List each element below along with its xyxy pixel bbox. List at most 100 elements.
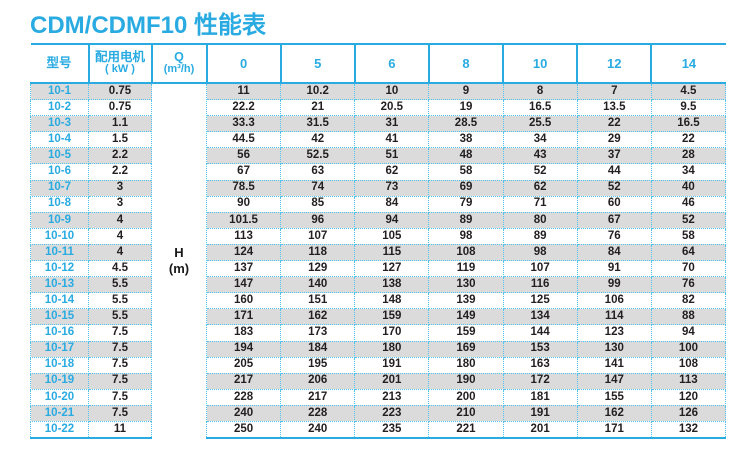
head-value-cell: 85 <box>280 195 356 213</box>
head-value-cell: 134 <box>502 308 578 326</box>
head-value-cell: 107 <box>502 260 578 278</box>
head-value-cell: 96 <box>280 211 356 229</box>
head-value-cell: 132 <box>650 420 727 440</box>
head-value-cell: 52 <box>576 179 652 197</box>
model-cell: 10-2 <box>30 99 89 117</box>
head-value-cell: 172 <box>502 372 578 390</box>
motor-power-cell: 0.75 <box>88 82 152 101</box>
head-value-cell: 240 <box>280 420 356 440</box>
head-value-cell: 22.2 <box>205 99 282 117</box>
motor-power-cell: 4 <box>88 211 152 229</box>
table-row: 10-9 4 101.5 96 94 89 80 67 52 <box>30 211 727 229</box>
head-value-cell: 201 <box>502 420 578 440</box>
head-value-cell: 62 <box>354 163 430 181</box>
head-value-cell: 147 <box>205 276 282 294</box>
head-value-cell: 70 <box>650 260 727 278</box>
model-cell: 10-5 <box>30 147 89 165</box>
head-value-cell: 62 <box>502 179 578 197</box>
head-value-cell: 58 <box>428 163 504 181</box>
head-value-cell: 149 <box>428 308 504 326</box>
head-value-cell: 130 <box>576 340 652 358</box>
head-value-cell: 84 <box>354 195 430 213</box>
head-value-cell: 94 <box>354 211 430 229</box>
motor-power-cell: 7.5 <box>88 356 152 374</box>
head-value-cell: 124 <box>205 243 282 262</box>
table-row: 10-17 7.5 194 184 180 169 153 130 100 <box>30 340 727 358</box>
head-unit-label: H <box>174 244 184 260</box>
head-value-cell: 25.5 <box>502 115 578 133</box>
head-value-cell: 138 <box>354 276 430 294</box>
table-row: 10-4 1.5 44.5 42 41 38 34 29 22 <box>30 131 727 149</box>
table-row: 10-15 5.5 171 162 159 149 134 114 88 <box>30 308 727 326</box>
motor-power-cell: 0.75 <box>88 99 152 117</box>
motor-power-cell: 5.5 <box>88 292 152 310</box>
head-value-cell: 48 <box>428 147 504 165</box>
model-cell: 10-9 <box>30 211 89 229</box>
head-value-cell: 79 <box>428 195 504 213</box>
head-value-cell: 11 <box>205 82 282 101</box>
model-cell: 10-13 <box>30 276 89 294</box>
head-value-cell: 69 <box>428 179 504 197</box>
header-motor-power: 配用电机 ( kW ) <box>87 43 152 84</box>
motor-power-cell: 4.5 <box>88 260 152 278</box>
head-value-cell: 115 <box>354 243 430 262</box>
head-value-cell: 190 <box>428 372 504 390</box>
head-value-cell: 56 <box>205 147 282 165</box>
head-value-cell: 116 <box>502 276 578 294</box>
head-value-cell: 21 <box>280 99 356 117</box>
head-value-cell: 217 <box>280 388 356 406</box>
head-value-cell: 101.5 <box>205 211 282 229</box>
head-value-cell: 99 <box>576 276 652 294</box>
head-value-cell: 223 <box>354 404 430 422</box>
model-cell: 10-22 <box>30 420 89 440</box>
table-row: 10-8 3 90 85 84 79 71 60 46 <box>30 195 727 213</box>
head-value-cell: 228 <box>280 404 356 422</box>
head-value-cell: 126 <box>650 404 727 422</box>
model-cell: 10-17 <box>30 340 89 358</box>
head-value-cell: 44 <box>576 163 652 181</box>
head-value-cell: 34 <box>650 163 727 181</box>
page-title: CDM/CDMF10 性能表 <box>30 12 267 39</box>
table-body: 10-1 0.75 H (m) 11 10.2 10 9 8 7 4.5 10-2 0.75 22.2 21… <box>30 82 727 440</box>
head-value-cell: 140 <box>280 276 356 294</box>
head-value-cell: 52 <box>650 211 727 229</box>
model-cell: 10-15 <box>30 308 89 326</box>
table-row: 10-3 1.1 33.3 31.5 31 28.5 25.5 22 16.5 <box>30 115 727 133</box>
head-value-cell: 28 <box>650 147 727 165</box>
table-row: 10-20 7.5 228 217 213 200 181 155 120 <box>30 388 727 406</box>
head-value-cell: 78.5 <box>205 179 282 197</box>
head-value-cell: 107 <box>280 227 356 245</box>
head-value-cell: 171 <box>205 308 282 326</box>
head-value-cell: 170 <box>354 324 430 342</box>
model-cell: 10-4 <box>30 131 89 149</box>
head-value-cell: 31.5 <box>280 115 356 133</box>
motor-power-cell: 7.5 <box>88 340 152 358</box>
model-cell: 10-21 <box>30 404 89 422</box>
head-value-cell: 123 <box>576 324 652 342</box>
model-cell: 10-7 <box>30 179 89 197</box>
header-flow-14: 14 <box>650 43 726 84</box>
head-value-cell: 118 <box>280 243 356 262</box>
head-value-cell: 151 <box>280 292 356 310</box>
table-header: 型号 配用电机 ( kW ) Q (m³/h) 0 5 6 8 10 12 14 <box>30 43 726 84</box>
head-value-cell: 82 <box>650 292 727 310</box>
motor-power-cell: 4 <box>88 243 152 262</box>
head-value-cell: 28.5 <box>428 115 504 133</box>
head-value-cell: 221 <box>428 420 504 440</box>
head-value-cell: 205 <box>205 356 282 374</box>
head-value-cell: 130 <box>428 276 504 294</box>
head-value-cell: 141 <box>576 356 652 374</box>
header-flow-8: 8 <box>427 43 504 84</box>
head-value-cell: 206 <box>280 372 356 390</box>
head-value-cell: 46 <box>650 195 727 213</box>
head-value-cell: 153 <box>502 340 578 358</box>
head-value-cell: 76 <box>576 227 652 245</box>
head-value-cell: 160 <box>205 292 282 310</box>
head-value-cell: 34 <box>502 131 578 149</box>
head-value-cell: 31 <box>354 115 430 133</box>
head-value-cell: 114 <box>576 308 652 326</box>
head-value-cell: 180 <box>428 356 504 374</box>
head-value-cell: 89 <box>428 211 504 229</box>
table-row: 10-18 7.5 205 195 191 180 163 141 108 <box>30 356 727 374</box>
head-value-cell: 155 <box>576 388 652 406</box>
